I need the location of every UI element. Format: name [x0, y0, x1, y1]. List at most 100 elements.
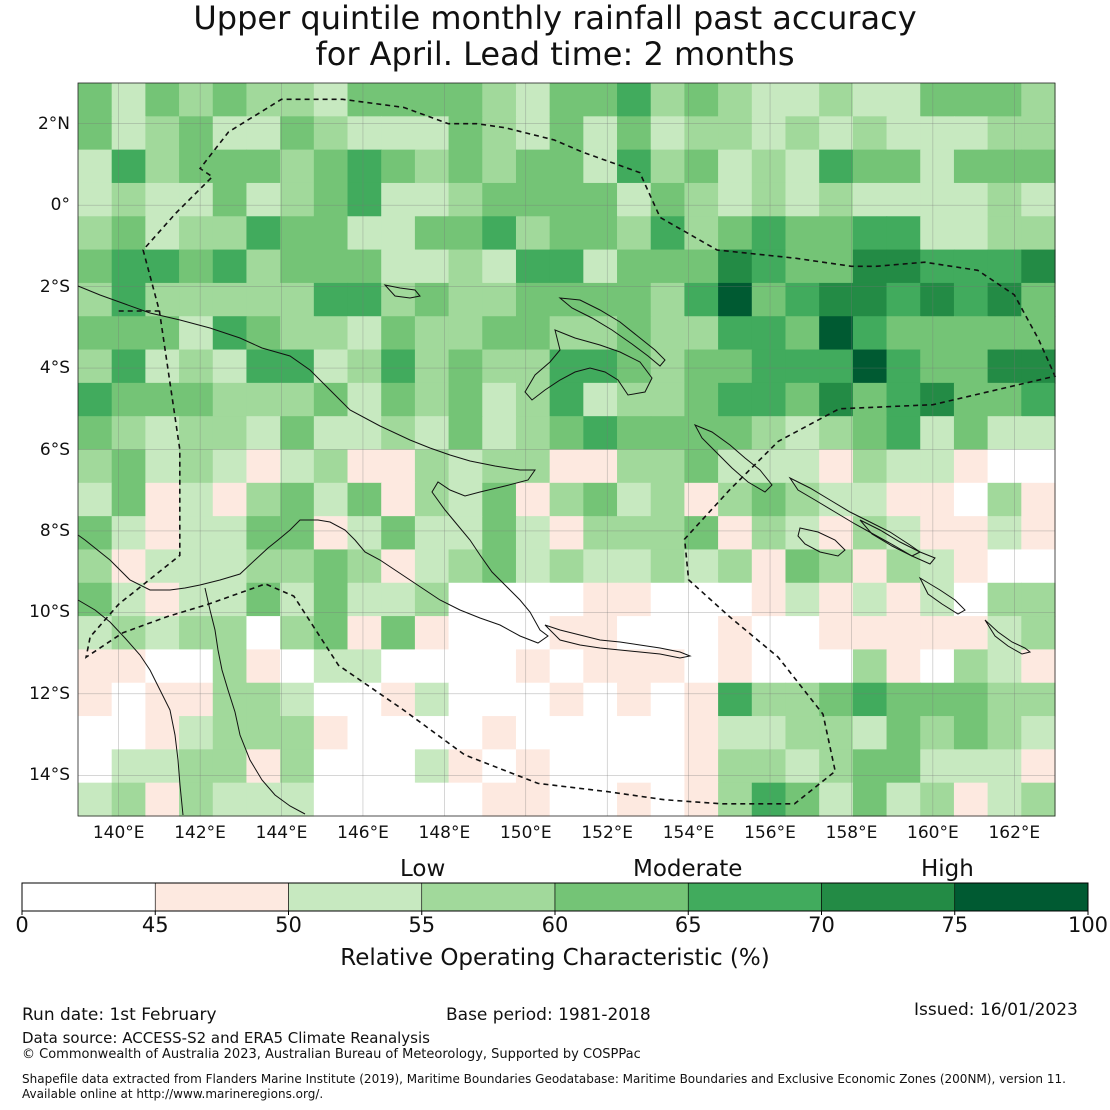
- grid-cell: [78, 449, 113, 484]
- grid-cell: [212, 616, 248, 651]
- grid-cell: [718, 149, 753, 184]
- grid-cell: [920, 749, 955, 784]
- grid-cell: [414, 416, 450, 451]
- grid-cell: [347, 116, 382, 151]
- grid-cell: [78, 749, 113, 784]
- grid-cell: [785, 182, 820, 217]
- grid-cell: [886, 282, 921, 317]
- grid-cell: [718, 316, 753, 351]
- colorbar-tick-label: 50: [275, 913, 302, 937]
- grid-cell: [78, 382, 113, 417]
- grid-cell: [212, 649, 248, 684]
- shapefile-credit: Shapefile data extracted from Flanders M…: [22, 1072, 1066, 1086]
- grid-cell: [852, 416, 888, 451]
- grid-cell: [381, 682, 416, 717]
- grid-cell: [448, 416, 483, 451]
- grid-cell: [953, 382, 989, 417]
- grid-cell: [280, 516, 315, 551]
- grid-cell: [785, 416, 820, 451]
- grid-cell: [111, 516, 146, 551]
- grid-cell: [414, 382, 450, 417]
- grid-cell: [987, 582, 1022, 617]
- grid-cell: [515, 416, 551, 451]
- grid-cell: [819, 83, 854, 117]
- grid-cell: [1021, 216, 1056, 251]
- colorbar-tick-label: 60: [541, 913, 569, 937]
- grid-cell: [953, 516, 989, 551]
- grid-cell: [617, 249, 652, 284]
- grid-cell: [347, 416, 382, 451]
- grid-cell: [583, 282, 618, 317]
- grid-cell: [515, 749, 551, 784]
- grid-cell: [650, 649, 686, 684]
- grid-cell: [650, 216, 686, 251]
- grid-cell: [78, 249, 113, 284]
- grid-cell: [212, 316, 248, 351]
- grid-cell: [920, 516, 955, 551]
- longitude-label: 158°E: [825, 823, 878, 843]
- grid-cell: [549, 716, 584, 750]
- longitude-label: 156°E: [744, 823, 796, 843]
- grid-cell: [414, 249, 450, 284]
- grid-cell: [987, 716, 1022, 750]
- grid-cell: [549, 782, 584, 817]
- grid-cell: [246, 149, 281, 184]
- grid-cell: [111, 482, 146, 517]
- grid-cell: [414, 749, 450, 784]
- grid-cell: [718, 482, 753, 517]
- grid-cell: [145, 149, 180, 184]
- grid-cell: [145, 416, 180, 451]
- grid-cell: [482, 249, 517, 284]
- run-date: Run date: 1st February: [22, 1005, 217, 1025]
- grid-cell: [78, 516, 113, 551]
- grid-cell: [381, 316, 416, 351]
- grid-cell: [313, 682, 349, 717]
- grid-cell: [920, 382, 955, 417]
- grid-cell: [583, 482, 618, 517]
- grid-cell: [819, 116, 854, 151]
- grid-cell: [448, 182, 483, 217]
- grid-cell: [549, 749, 584, 784]
- grid-cell: [920, 449, 955, 484]
- grid-cell: [482, 649, 517, 684]
- grid-cell: [111, 149, 146, 184]
- grid-cell: [852, 149, 888, 184]
- category-high-label: High: [921, 856, 974, 882]
- grid-cell: [78, 482, 113, 517]
- grid-cell: [751, 749, 787, 784]
- grid-cell: [246, 282, 281, 317]
- grid-cell: [684, 316, 719, 351]
- grid-cell: [684, 549, 719, 584]
- grid-cell: [617, 516, 652, 551]
- grid-cell: [414, 182, 450, 217]
- grid-cell: [246, 649, 281, 684]
- grid-cell: [414, 582, 450, 617]
- grid-cell: [920, 282, 955, 317]
- grid-cell: [246, 316, 281, 351]
- grid-cell: [886, 649, 921, 684]
- grid-cell: [280, 249, 315, 284]
- grid-cell: [381, 716, 416, 750]
- grid-cell: [111, 549, 146, 584]
- grid-cell: [819, 482, 854, 517]
- grid-cell: [953, 582, 989, 617]
- grid-cell: [78, 83, 113, 117]
- grid-cell: [684, 782, 719, 817]
- grid-cell: [515, 83, 551, 117]
- grid-cell: [751, 449, 787, 484]
- grid-cell: [751, 549, 787, 584]
- grid-cell: [78, 349, 113, 384]
- grid-cell: [953, 416, 989, 451]
- grid-cell: [179, 716, 214, 750]
- grid-cell: [78, 549, 113, 584]
- shapefile-url: Available online at http://www.marinereg…: [22, 1087, 324, 1101]
- grid-cell: [212, 382, 248, 417]
- grid-cell: [953, 316, 989, 351]
- grid-cell: [145, 83, 180, 117]
- grid-cell: [617, 182, 652, 217]
- grid-cell: [987, 349, 1022, 384]
- grid-cell: [414, 282, 450, 317]
- grid-cell: [313, 582, 349, 617]
- grid-cell: [111, 216, 146, 251]
- grid-cell: [515, 649, 551, 684]
